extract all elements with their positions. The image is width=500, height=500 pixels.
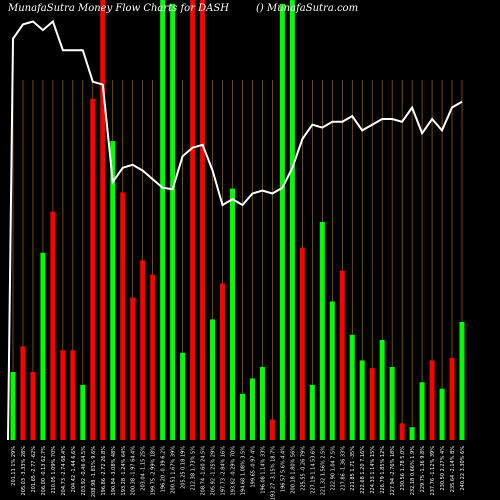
x-tick-label: 200.38 -1.97 64.4% bbox=[131, 446, 137, 496]
x-tick-label: 203.92 -0.46 64.5% bbox=[81, 446, 87, 496]
money-flow-bar bbox=[359, 360, 365, 440]
money-flow-bar bbox=[100, 0, 106, 440]
money-flow-bar bbox=[289, 0, 295, 440]
money-flow-bar bbox=[200, 0, 206, 440]
x-tick-label: 212.38 1.73% 5% bbox=[191, 446, 197, 491]
x-tick-labels: 201.11 1% 29% 205.03 -3.33% 28% 201.65 -2.… bbox=[11, 446, 466, 500]
money-flow-bar bbox=[239, 393, 245, 440]
money-flow-bar bbox=[369, 368, 375, 440]
x-tick-label: 230.50 2.27% 4% bbox=[440, 446, 446, 491]
x-tick-label: 208.98 -1.81% 9.6% bbox=[91, 446, 97, 497]
money-flow-bar bbox=[150, 274, 156, 440]
x-tick-label: 203.04 -1.15 25% bbox=[141, 446, 147, 491]
x-tick-label: 221.32 1.56% 2.5% bbox=[320, 446, 326, 496]
money-flow-bar bbox=[220, 283, 226, 440]
money-flow-bar bbox=[80, 384, 86, 440]
money-flow-bar bbox=[170, 3, 176, 441]
x-tick-label: 229.75 -1.36 9.8% bbox=[420, 446, 426, 493]
x-tick-label: 190.84 -3.08% 48% bbox=[111, 446, 117, 496]
x-tick-label: 197.73 -2.84% 16% bbox=[221, 446, 227, 496]
money-flow-bar bbox=[140, 260, 146, 440]
money-flow-bar bbox=[279, 3, 285, 441]
money-flow-bar bbox=[160, 0, 166, 440]
money-flow-bar bbox=[429, 360, 435, 440]
money-flow-bar bbox=[20, 346, 26, 440]
x-tick-label: 201.65 -2.77 -62% bbox=[31, 446, 37, 493]
x-tick-label: 193.28 -1.24% 64% bbox=[121, 446, 127, 496]
money-flow-line bbox=[7, 19, 463, 441]
x-tick-label: 196.86 -2.72 26.8% bbox=[101, 446, 107, 496]
x-tick-label: 217.86 -1.36 33% bbox=[340, 446, 346, 491]
x-tick-label: 196.20 -0.39 6.2% bbox=[161, 446, 167, 493]
x-tick-label: 199.75 -2.99% 18% bbox=[151, 446, 157, 496]
money-flow-bar bbox=[379, 339, 385, 440]
money-flow-bar bbox=[409, 427, 415, 440]
x-tick-label: 225.55 -0.26 79% bbox=[300, 446, 306, 491]
money-flow-bar bbox=[180, 352, 186, 440]
x-tick-label: 222.68 1.20 7.16% bbox=[360, 446, 366, 494]
x-tick-label: 200.18 1.80% 56% bbox=[290, 446, 296, 494]
money-flow-bar bbox=[10, 372, 16, 440]
money-flow-bar bbox=[399, 423, 405, 440]
x-tick-label: 193.82 -0.29% 70% bbox=[231, 446, 237, 496]
x-tick-label: 199.65 -0.97 4% bbox=[250, 446, 256, 488]
money-flow-bar bbox=[349, 334, 355, 440]
money-flow-bar bbox=[269, 419, 275, 440]
x-tick-label: 204.73 -2.74 68.4% bbox=[61, 446, 67, 496]
money-flow-bar bbox=[299, 247, 305, 440]
x-tick-label: 208.74 -1.60 24.5% bbox=[201, 446, 207, 496]
chart-title-left: MunafaSutra Money Flow Charts for DASH bbox=[8, 3, 229, 14]
x-tick-label: 210.05 1.09% 70% bbox=[51, 446, 57, 494]
money-flow-bar bbox=[50, 211, 56, 440]
x-tick-label: 205.03 -3.33% 28% bbox=[21, 446, 27, 496]
x-tick-label: 196.08 1.14% 33% bbox=[260, 446, 266, 494]
x-tick-label: 193.27 -3.15% 18.7% bbox=[270, 446, 276, 500]
chart-title: MunafaSutra Money Flow Charts for DASH (… bbox=[8, 3, 358, 14]
money-flow-bar bbox=[339, 270, 345, 440]
money-flow-bar bbox=[459, 321, 465, 440]
money-flow-bar bbox=[210, 319, 216, 440]
money-flow-bar bbox=[309, 384, 315, 440]
money-flow-bar bbox=[329, 301, 335, 440]
x-tick-label: 227.94 -2.76% 18% bbox=[390, 446, 396, 496]
x-tick-label: 235.64 -2.14% 8% bbox=[450, 446, 456, 493]
money-flow-bar bbox=[419, 382, 425, 440]
x-tick-label: 194.68 1.08% 3.5% bbox=[240, 446, 246, 496]
money-flow-bar bbox=[319, 221, 325, 440]
money-flow-bar bbox=[439, 388, 445, 440]
x-tick-label: 196.57 5.6% 4.4% bbox=[280, 446, 286, 492]
money-flow-bar bbox=[249, 378, 255, 440]
x-tick-label: 227.19 1.14 53.6% bbox=[310, 446, 316, 494]
x-tick-label: 230.56 1.78 5.0% bbox=[400, 446, 406, 491]
chart-title-right: () MunafaSutra.com bbox=[256, 3, 359, 14]
x-tick-label: 226.79 1.85% 12% bbox=[380, 446, 386, 494]
bar-series bbox=[10, 0, 465, 441]
money-flow-bar bbox=[190, 0, 196, 440]
x-tick-label: 205.25 0.18 19% bbox=[181, 446, 187, 489]
money-flow-bar bbox=[389, 366, 395, 440]
money-flow-bar bbox=[90, 98, 96, 440]
money-flow-bar bbox=[449, 357, 455, 440]
x-tick-label: 204.42 -1.44 6.6% bbox=[71, 446, 77, 493]
x-tick-label: 232.18 0.66% 1.9% bbox=[410, 446, 416, 496]
money-flow-bar bbox=[70, 350, 76, 440]
x-tick-label: 222.90 1.04 7.5% bbox=[330, 446, 336, 491]
x-tick-label: 206.00 -0.13 62.7% bbox=[41, 446, 47, 496]
x-tick-label: 240.22 3.30% 6% bbox=[460, 446, 466, 491]
x-tick-label: 237.76 -1.12% 39% bbox=[430, 446, 436, 496]
x-tick-label: 200.51 1.67% 39% bbox=[171, 446, 177, 494]
x-tick-label: 221.85 1.71 -35% bbox=[350, 446, 356, 491]
money-flow-bar bbox=[110, 141, 116, 441]
x-tick-label: 224.33 1.14% 15% bbox=[370, 446, 376, 494]
money-flow-bar bbox=[120, 192, 126, 440]
money-flow-bar bbox=[259, 366, 265, 440]
money-flow-bar bbox=[130, 297, 136, 440]
x-tick-label: 205.92 -1.25% 29% bbox=[211, 446, 217, 496]
money-flow-bar bbox=[40, 252, 46, 440]
x-tick-label: 201.11 1% 29% bbox=[11, 446, 17, 486]
money-flow-bar bbox=[60, 350, 66, 440]
money-flow-bar bbox=[30, 372, 36, 440]
money-flow-bar bbox=[230, 188, 236, 440]
